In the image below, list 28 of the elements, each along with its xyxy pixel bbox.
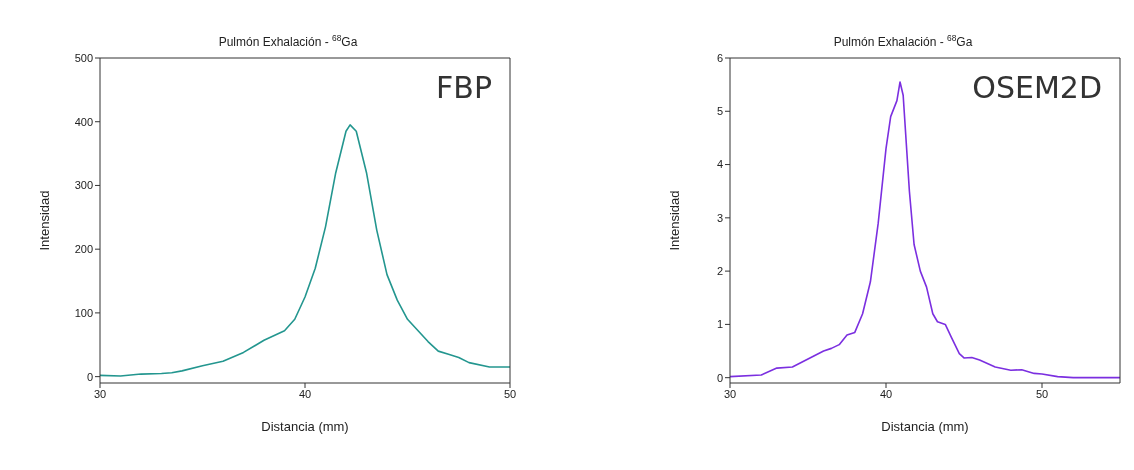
y-tick-label: 4 <box>716 158 723 171</box>
y-tick-label: 2 <box>716 265 723 278</box>
x-tick-label: 50 <box>1035 387 1049 400</box>
y-tick-label: 400 <box>74 115 93 128</box>
x-tick-label: 50 <box>503 387 517 400</box>
x-tick-label: 30 <box>723 387 737 400</box>
line-series <box>100 124 510 377</box>
x-tick-label: 40 <box>879 387 893 400</box>
x-tick-label: 40 <box>298 387 312 400</box>
y-tick-label: 500 <box>74 51 93 64</box>
y-tick-label: 5 <box>716 105 723 118</box>
y-tick-label: 200 <box>74 243 93 256</box>
y-axis-title: Intensidad <box>36 190 52 251</box>
chart-title: Pulmón Exhalación - $^{68}$Ga <box>218 33 358 49</box>
y-tick-label: 100 <box>74 306 93 319</box>
x-axis-title: Distancia (mm) <box>261 419 349 434</box>
y-tick-label: 1 <box>716 318 723 331</box>
y-tick-label: 0 <box>716 371 723 384</box>
x-tick-label: 30 <box>93 387 107 400</box>
y-axis-title: Intensidad <box>666 190 682 251</box>
y-tick-label: 6 <box>716 51 723 64</box>
x-axis-title: Distancia (mm) <box>881 419 969 434</box>
annotation: FBP <box>436 70 492 105</box>
y-tick-label: 0 <box>86 370 93 383</box>
chart-title: Pulmón Exhalación - $^{68}$Ga <box>833 33 973 49</box>
annotation: OSEM2D <box>972 70 1102 105</box>
y-tick-label: 300 <box>74 179 93 192</box>
y-tick-label: 3 <box>716 211 723 224</box>
